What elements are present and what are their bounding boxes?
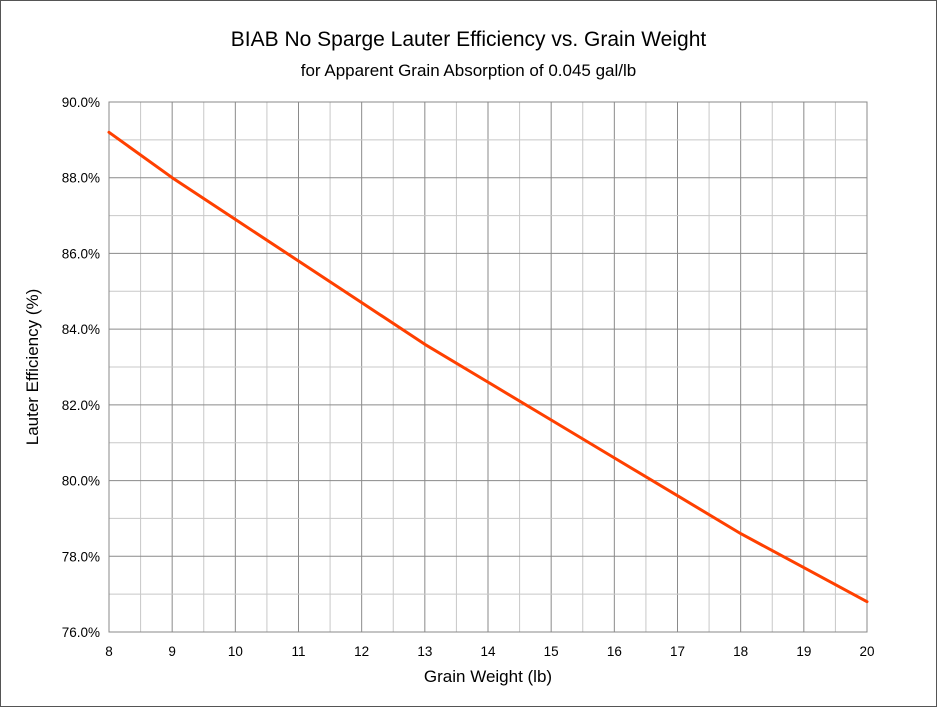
y-axis-title: Lauter Efficiency (%) [23, 289, 42, 446]
x-tick-label: 9 [168, 644, 176, 659]
x-tick-label: 12 [354, 644, 369, 659]
series-group [107, 130, 869, 604]
x-tick-label: 15 [544, 644, 559, 659]
y-tick-label: 80.0% [62, 474, 100, 489]
x-tick-labels: 8 9 10 11 12 13 14 15 16 17 18 19 20 [105, 644, 874, 659]
grid-lines [108, 101, 868, 633]
y-tick-label: 86.0% [62, 246, 100, 261]
y-tick-label: 90.0% [62, 95, 100, 110]
y-tick-label: 78.0% [62, 549, 100, 564]
x-tick-label: 14 [480, 644, 496, 659]
chart-subtitle: for Apparent Grain Absorption of 0.045 g… [300, 61, 637, 80]
y-tick-label: 76.0% [62, 625, 100, 640]
plot-area-border [108, 101, 868, 633]
series-line [107, 130, 869, 604]
x-tick-label: 19 [796, 644, 811, 659]
y-tick-label: 88.0% [62, 171, 100, 186]
y-tick-label: 82.0% [62, 398, 100, 413]
x-tick-label: 11 [291, 644, 305, 659]
x-tick-label: 10 [228, 644, 243, 659]
x-tick-label: 8 [105, 644, 113, 659]
y-tick-label: 84.0% [62, 322, 100, 337]
x-tick-label: 18 [733, 644, 748, 659]
x-tick-label: 20 [859, 644, 874, 659]
x-tick-label: 13 [417, 644, 432, 659]
x-tick-label: 16 [607, 644, 622, 659]
x-tick-label: 17 [670, 644, 685, 659]
y-tick-labels: 76.0% 78.0% 80.0% 82.0% 84.0% 86.0% 88.0% 90.0% [62, 95, 100, 640]
chart-title: BIAB No Sparge Lauter Efficiency vs. Gra… [230, 28, 707, 51]
x-axis-title: Grain Weight (lb) [424, 667, 552, 686]
